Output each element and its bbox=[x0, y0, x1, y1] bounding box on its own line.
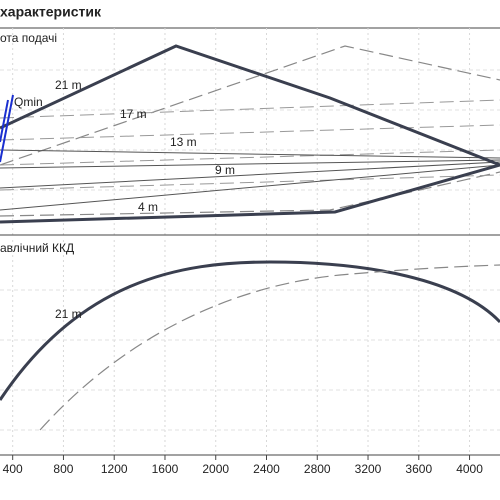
curve-label: 4 m bbox=[138, 200, 158, 214]
panel-label: ота подачі bbox=[0, 31, 57, 45]
x-tick-label: 2400 bbox=[253, 462, 280, 476]
x-tick-label: 2000 bbox=[202, 462, 229, 476]
curve-label: Qmin bbox=[14, 95, 43, 109]
efficiency-curve-dashed bbox=[39, 264, 500, 431]
efficiency-curve bbox=[0, 260, 500, 401]
curve-label: 13 m bbox=[170, 135, 197, 149]
x-tick-label: 1200 bbox=[101, 462, 128, 476]
x-tick-label: 1600 bbox=[152, 462, 179, 476]
x-tick-label: 4000 bbox=[456, 462, 483, 476]
h-grid bbox=[0, 69, 500, 431]
x-tick-label: 400 bbox=[3, 462, 23, 476]
curve-label: 17 m bbox=[120, 107, 147, 121]
curve-label: 21 m bbox=[55, 78, 82, 92]
curve-label: 21 m bbox=[55, 307, 82, 321]
x-tick-label: 800 bbox=[53, 462, 73, 476]
panel-label: авлічний ККД bbox=[0, 241, 74, 255]
x-tick-label: 2800 bbox=[304, 462, 331, 476]
operating-field bbox=[0, 44, 500, 224]
x-tick-label: 3600 bbox=[405, 462, 432, 476]
curve-label: 9 m bbox=[215, 163, 235, 177]
chart-title: характеристик bbox=[0, 4, 102, 20]
x-tick-label: 3200 bbox=[355, 462, 382, 476]
